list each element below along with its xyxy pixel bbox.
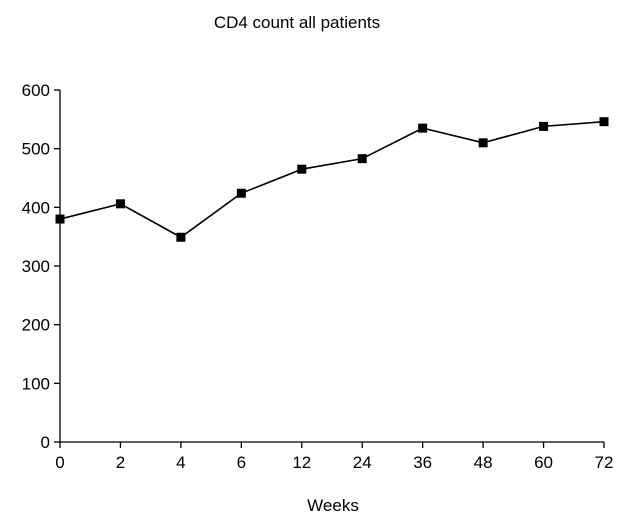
y-tick-label: 600 [22, 81, 50, 100]
data-point [599, 117, 609, 127]
y-tick-label: 500 [22, 140, 50, 159]
y-tick-label: 0 [41, 433, 50, 452]
x-axis: 0 2 4 6 12 24 36 48 60 72 [55, 441, 614, 472]
x-tick-label: 48 [474, 453, 493, 472]
x-tick-label: 60 [534, 453, 553, 472]
x-tick-label: 6 [237, 453, 246, 472]
y-tick-label: 200 [22, 316, 50, 335]
data-point [297, 164, 307, 174]
chart-title: CD4 count all patients [214, 13, 380, 32]
y-tick-label: 300 [22, 257, 50, 276]
x-tick-label: 2 [116, 453, 125, 472]
data-point [418, 123, 428, 133]
y-tick-label: 100 [22, 374, 50, 393]
data-point [55, 214, 65, 224]
y-tick-label: 400 [22, 198, 50, 217]
x-axis-label: Weeks [307, 496, 359, 514]
data-point [539, 121, 549, 131]
x-tick-label: 0 [55, 453, 64, 472]
x-tick-label: 24 [353, 453, 372, 472]
data-point [478, 138, 488, 148]
data-point [176, 232, 186, 242]
series [55, 117, 609, 242]
data-point [357, 154, 367, 164]
x-tick-label: 72 [595, 453, 614, 472]
data-point [115, 199, 125, 209]
series-line [59, 120, 605, 239]
data-point [236, 188, 246, 198]
x-tick-label: 12 [292, 453, 311, 472]
x-tick-label: 36 [413, 453, 432, 472]
y-axis: 0 100 200 300 400 500 600 [22, 81, 61, 452]
x-tick-label: 4 [176, 453, 185, 472]
